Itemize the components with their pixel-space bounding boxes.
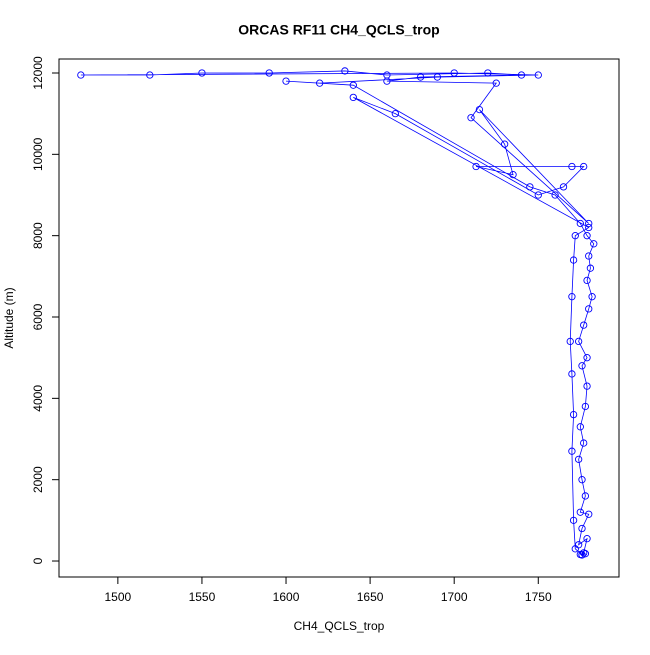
data-point [391,110,399,118]
data-point [146,71,154,79]
data-point [475,105,484,114]
x-tick-label: 1600 [273,590,300,604]
data-point [472,162,480,171]
data-point [467,114,475,122]
y-tick-label: 12000 [31,56,45,90]
data-point [534,71,542,79]
data-point [585,219,593,228]
data-point [526,183,534,191]
data-point [569,256,578,264]
data-point [450,69,458,77]
data-point [578,362,586,370]
data-point [578,551,586,559]
data-point [566,337,574,346]
y-tick-label: 2000 [31,466,45,493]
data-point [585,305,593,313]
plot-frame [58,58,620,578]
x-tick-label: 1500 [105,590,132,604]
data-point [583,354,591,362]
data-point [416,73,425,81]
data-point [433,73,442,81]
data-point [492,79,500,87]
data-point [578,476,586,484]
data-point [559,183,568,191]
data-point [569,516,578,524]
data-point [77,71,85,79]
y-tick-label: 6000 [31,303,45,330]
y-tick-label: 10000 [31,137,45,171]
data-point [580,162,588,171]
data-point [349,81,357,89]
data-point [585,223,593,232]
data-point [583,534,591,543]
data-point [590,240,598,248]
data-point [568,370,576,378]
data-point [569,410,578,419]
data-point [583,276,591,285]
x-tick-label: 1550 [189,590,216,604]
data-point [571,545,579,553]
data-point [568,447,576,455]
data-point [282,77,290,85]
data-point [383,77,391,85]
x-tick-label: 1700 [441,590,468,604]
data-point [586,264,595,272]
data-point [574,337,583,346]
data-point [585,252,593,260]
data-point [580,321,588,329]
data-point [576,423,584,431]
data-point [576,219,584,228]
data-point [316,79,324,87]
data-point [571,232,579,240]
data-point [585,510,593,518]
x-tick-label: 1750 [525,590,552,604]
x-axis-label: CH4_QCLS_trop [294,619,385,633]
data-point [349,93,357,102]
chart-title: ORCAS RF11 CH4_QCLS_trop [238,22,439,38]
data-point [583,232,591,240]
data-point [578,524,586,533]
y-tick-label: 4000 [31,385,45,412]
data-point [534,191,542,199]
data-point [581,402,590,411]
data-point [580,439,588,447]
data-point [576,508,584,516]
data-point [551,191,559,199]
x-tick-label: 1650 [357,590,384,604]
data-point [583,382,591,390]
data-point [568,162,576,171]
data-point [198,69,206,77]
y-axis-label: Altitude (m) [2,287,16,348]
data-point [581,492,590,500]
data-point [580,549,588,557]
data-point [341,67,349,75]
data-point [500,140,509,148]
y-tick-label: 8000 [31,222,45,249]
y-tick-label: 0 [31,557,45,564]
series-line [80,70,595,556]
data-point [484,69,492,77]
data-point [509,171,517,179]
data-point [265,69,273,77]
data-point [517,71,526,79]
data-point [568,293,576,301]
data-point [574,455,583,463]
data-point [588,293,596,301]
